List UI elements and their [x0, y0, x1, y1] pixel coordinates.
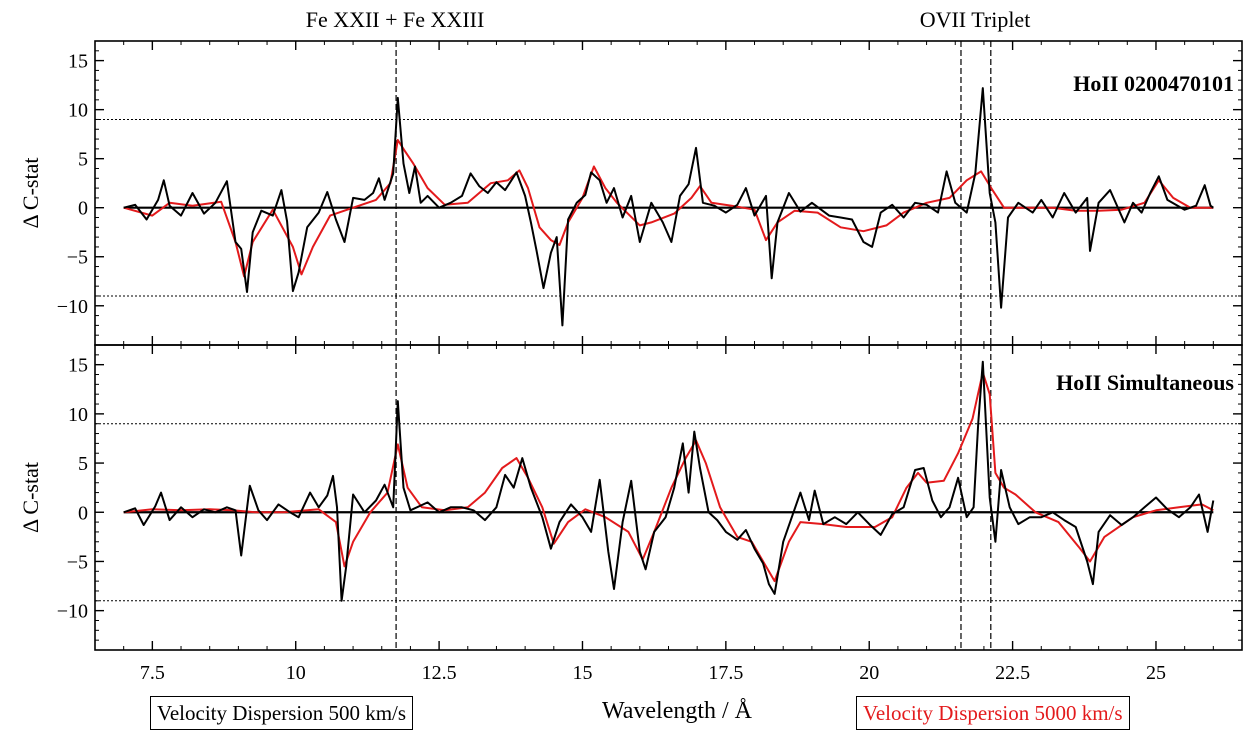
y-tick-label: 10 — [68, 404, 88, 426]
y-axis-label: Δ C-stat — [18, 158, 43, 229]
series-500-line — [123, 360, 1215, 602]
x-tick-label: 22.5 — [995, 662, 1030, 684]
legend-item-5000: Velocity Dispersion 5000 km/s — [856, 696, 1130, 730]
y-tick-label: 15 — [68, 51, 88, 73]
annotation-ovii-triplet: OVII Triplet — [920, 7, 1031, 32]
y-tick-label: −10 — [57, 296, 88, 318]
panel-title: HoII 0200470101 — [1073, 71, 1234, 96]
y-tick-label: 5 — [78, 149, 88, 171]
x-axis-label: Wavelength / Å — [602, 698, 753, 724]
series-5000-line — [123, 139, 1214, 278]
x-tick-label: 20 — [859, 662, 879, 684]
panel-2: −10 −5 0 5 10 15 Δ C-stat HoII Simultaneous — [18, 344, 1243, 651]
panel-frame — [94, 40, 1243, 346]
y-tick-label: 0 — [78, 198, 88, 220]
x-tick-labels: 7.5 10 12.5 15 17.5 20 22.5 25 — [140, 662, 1166, 684]
panel-title: HoII Simultaneous — [1056, 370, 1234, 395]
x-tick-label: 17.5 — [708, 662, 743, 684]
y-tick-label: 15 — [68, 355, 88, 377]
panel-1: −10 −5 0 5 10 15 Δ C-stat HoII 0200470101 — [18, 40, 1243, 346]
x-tick-label: 10 — [286, 662, 306, 684]
y-tick-label: −10 — [57, 601, 88, 623]
legend-item-500: Velocity Dispersion 500 km/s — [150, 696, 414, 730]
series-5000-line — [123, 371, 1214, 583]
y-tick-label: 5 — [78, 453, 88, 475]
x-tick-label: 12.5 — [422, 662, 457, 684]
x-tick-label: 7.5 — [140, 662, 165, 684]
annotation-fe-lines: Fe XXII + Fe XXIII — [306, 7, 485, 32]
y-tick-label: 10 — [68, 100, 88, 122]
y-tick-label: −5 — [67, 247, 88, 269]
series-500-line — [123, 87, 1214, 327]
y-axis-label: Δ C-stat — [18, 462, 43, 533]
x-tick-label: 15 — [572, 662, 592, 684]
x-tick-label: 25 — [1146, 662, 1166, 684]
y-tick-label: −5 — [67, 551, 88, 573]
y-tick-label: 0 — [78, 502, 88, 524]
